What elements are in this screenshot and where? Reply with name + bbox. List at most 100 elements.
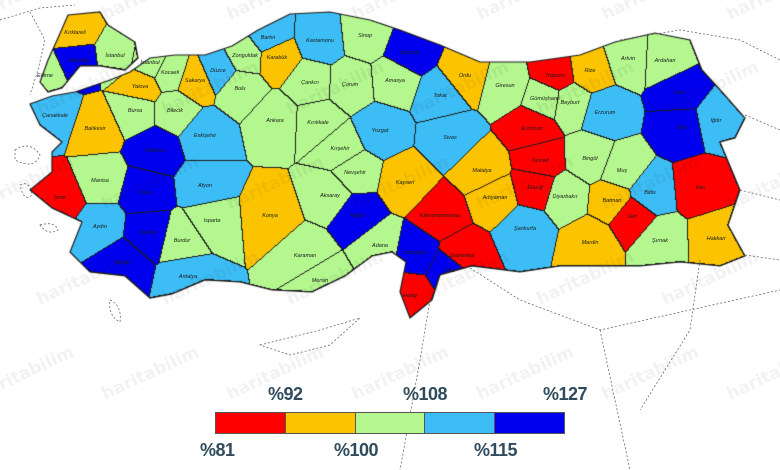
province-label: Hatay: [403, 293, 419, 299]
province-label: Artvin: [620, 56, 635, 62]
greece-border: [29, 11, 46, 96]
legend-color-bar: [215, 412, 565, 434]
legend-swatch-c2: [285, 413, 356, 433]
legend-stop-115: %115: [474, 440, 518, 460]
watermark-text: haritabilim: [724, 342, 780, 404]
province-label: İstanbul: [140, 59, 160, 66]
province-label: İstanbul: [105, 52, 125, 59]
province-label: Aksaray: [319, 193, 341, 199]
province-label: Tekirdağ: [68, 58, 90, 64]
province-label: Trabzon: [545, 73, 565, 79]
province-label: Niğde: [350, 213, 364, 219]
watermark-text: haritabilim: [724, 152, 780, 214]
province-label: Antalya: [178, 274, 197, 280]
province-label: Çanakkale: [42, 113, 68, 119]
legend-stop-92: %92: [268, 384, 303, 404]
province-label: Çorum: [342, 82, 359, 88]
province-label: Bayburt: [561, 100, 580, 106]
province-label: Bingöl: [582, 156, 598, 162]
watermark-text: haritabilim: [284, 57, 387, 119]
island-rhodes: [109, 299, 121, 323]
watermark-text: haritabilim: [34, 57, 137, 119]
province-label: Kilis: [445, 268, 455, 274]
province-label: Bartın: [261, 35, 276, 41]
province-label: Ordu: [459, 73, 471, 79]
province-label: Eskişehir: [194, 133, 217, 139]
province-label: Afyon: [197, 183, 212, 189]
province-label: Muş: [617, 168, 628, 174]
georgia-border: [619, 29, 780, 61]
province-label: Giresun: [495, 83, 514, 89]
province-label: İzmir: [54, 194, 67, 201]
watermark-text: haritabilim: [599, 0, 702, 25]
legend-stop-100: %100: [334, 440, 379, 460]
province-label: Kayseri: [396, 180, 415, 186]
province-label: Düzce: [210, 68, 226, 74]
province-label: Kocaeli: [161, 70, 180, 76]
watermark-text: haritabilim: [34, 247, 137, 309]
watermark-text: haritabilim: [224, 152, 327, 214]
province-label: Siirt: [627, 214, 637, 220]
province-label: Şırnak: [652, 238, 668, 244]
legend-stop-127: %127: [543, 384, 588, 404]
province-label: Adana: [371, 243, 388, 249]
neighbor-borders: [0, 4, 780, 470]
armenia-iran-border: [739, 114, 780, 261]
province-label: Denizli: [140, 230, 157, 236]
province-label: Mardin: [582, 240, 599, 246]
province-label: Balıkesir: [84, 126, 106, 132]
province-label: Nevşehir: [344, 170, 367, 176]
iraq-border: [599, 259, 701, 470]
watermark-text: haritabilim: [99, 0, 202, 25]
watermark-text: haritabilim: [534, 247, 637, 309]
province-label: Kahramanmaraş: [420, 213, 461, 219]
province-label: Yalova: [132, 84, 148, 90]
province-label: Amasya: [384, 78, 405, 84]
province-label: Kastamonu: [306, 38, 334, 44]
province-label: Kırşehir: [331, 146, 351, 152]
province-label: Uşak: [139, 190, 152, 196]
province-label: Kütahya: [145, 148, 165, 154]
province-label: Samsun: [400, 50, 420, 56]
province-label: Çankırı: [301, 80, 319, 86]
province-label: Elazığ: [527, 185, 543, 191]
province-label: Tunceli: [531, 158, 549, 164]
province-label: Ardahan: [654, 58, 676, 64]
province-label: Edirne: [37, 73, 53, 79]
watermark-text: haritabilim: [534, 57, 637, 119]
legend-stop-108: %108: [403, 384, 448, 404]
province-label: Şanlıurfa: [514, 226, 536, 232]
watermark-text: haritabilim: [659, 57, 762, 119]
province-label: Konya: [262, 213, 278, 219]
province-label: Bitlis: [644, 190, 656, 196]
watermark-text: haritabilim: [599, 152, 702, 214]
province-label: Erzincan: [521, 126, 542, 132]
province-label: Malatya: [472, 168, 491, 174]
legend-swatch-c3: [355, 413, 426, 433]
island-chios: [19, 183, 33, 198]
province-label: Sivas: [443, 135, 457, 141]
province-label: Iğdır: [710, 118, 722, 124]
province-label: Karabük: [267, 55, 288, 61]
province-label: Gümüşhane: [530, 96, 560, 102]
province-label: Van: [695, 185, 705, 191]
watermark-text: haritabilim: [99, 152, 202, 214]
province-label: Sinop: [358, 33, 372, 39]
province-label: Ağrı: [676, 125, 688, 131]
watermark-text: haritabilim: [0, 342, 77, 404]
legend-stop-81: %81: [200, 440, 235, 460]
province-label: Yozgat: [372, 128, 389, 134]
province-label: Diyarbakır: [552, 194, 578, 200]
province-label: Ankara: [265, 118, 283, 124]
watermark-text: haritabilim: [474, 0, 577, 25]
province-label: Manisa: [91, 178, 109, 184]
watermark-text: haritabilim: [474, 152, 577, 214]
province-label: Gaziantep: [449, 253, 474, 259]
province-label: Rize: [584, 68, 595, 74]
province-label: Aydın: [92, 224, 107, 230]
province-labels: Kırklareli Edirne Tekirdağ İstanbul İstanbul…: [37, 30, 726, 299]
province-label: Hakkari: [707, 236, 726, 242]
province-label: Kars: [674, 90, 686, 96]
